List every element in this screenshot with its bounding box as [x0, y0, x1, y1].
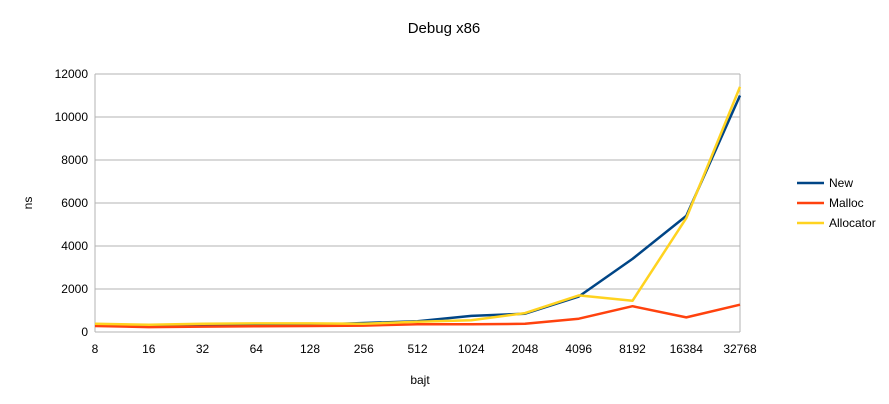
- series-line-malloc: [94, 303, 741, 329]
- x-tick-label: 8: [92, 342, 99, 356]
- x-tick-label: 4096: [565, 342, 592, 356]
- x-tick-labels: 8 16 32 64 128 256 512 1024 2048 4096 8192 16384 327…: [92, 342, 757, 356]
- x-tick-label: 32768: [723, 342, 757, 356]
- x-tick-label: 16: [142, 342, 156, 356]
- x-tick-label: 8192: [619, 342, 646, 356]
- y-tick-label: 2000: [61, 282, 88, 296]
- y-tick-label: 4000: [61, 239, 88, 253]
- series-lines: [94, 86, 742, 329]
- y-tick-label: 12000: [55, 67, 89, 81]
- grid: [94, 73, 741, 333]
- x-tick-label: 16384: [670, 342, 704, 356]
- x-tick-label: 1024: [458, 342, 485, 356]
- y-tick-labels: 0 2000 4000 6000 8000 10000 12000: [55, 67, 89, 339]
- legend-label-allocator: Allocator: [829, 216, 876, 230]
- legend-label-malloc: Malloc: [829, 196, 864, 210]
- x-tick-label: 128: [300, 342, 320, 356]
- x-axis-title: bajt: [410, 373, 430, 387]
- y-tick-label: 6000: [61, 196, 88, 210]
- y-tick-label: 8000: [61, 153, 88, 167]
- y-tick-label: 10000: [55, 110, 89, 124]
- x-tick-label: 256: [354, 342, 374, 356]
- x-tick-label: 2048: [512, 342, 539, 356]
- legend: New Malloc Allocator: [797, 176, 876, 230]
- x-tick-label: 64: [250, 342, 264, 356]
- series-line-allocator: [94, 86, 742, 326]
- y-tick-label: 0: [81, 325, 88, 339]
- x-tick-label: 32: [196, 342, 210, 356]
- chart-title: Debug x86: [408, 20, 481, 37]
- legend-label-new: New: [829, 176, 853, 190]
- y-axis-title: ns: [21, 197, 35, 210]
- series-line-new: [94, 94, 742, 328]
- x-tick-label: 512: [407, 342, 427, 356]
